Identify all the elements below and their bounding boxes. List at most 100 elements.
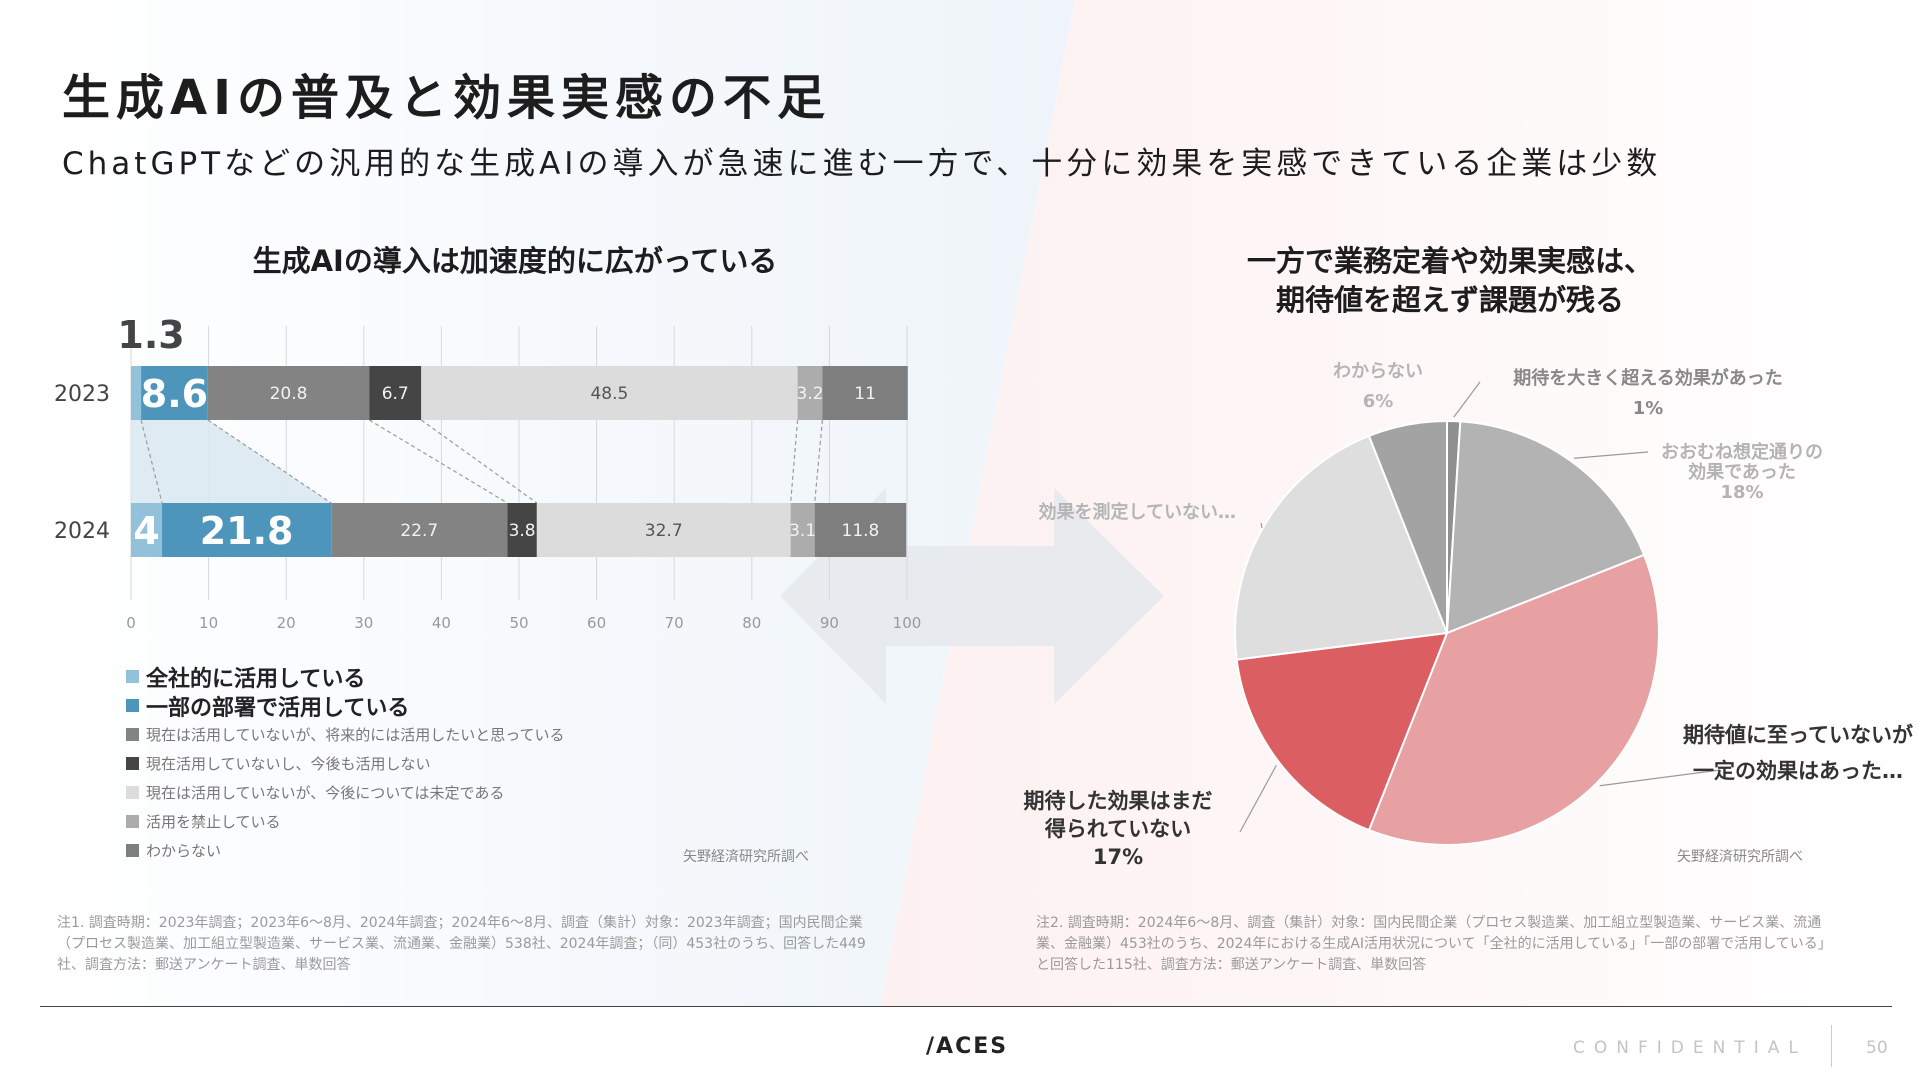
data-label: 6.7 [382, 384, 409, 404]
pie-leader-line [1599, 769, 1721, 787]
bar-segment [507, 503, 537, 557]
legend-label: 現在は活用していないが、今後については未定である [146, 784, 505, 802]
x-tick-label: 20 [277, 614, 296, 632]
footer-divider [40, 1006, 1892, 1007]
pie-leader-line [1453, 381, 1481, 418]
pie-chart-source: 矢野経済研究所調べ [1677, 849, 1803, 865]
bar-segment [131, 366, 142, 420]
bar-segment [814, 503, 907, 557]
bar-segment [790, 503, 815, 557]
pie-leader-line [1573, 451, 1649, 459]
legend-label: わからない [146, 842, 222, 860]
data-label: 3.8 [509, 521, 536, 541]
legend-item: 一部の部署で活用している [126, 691, 565, 721]
bar-connector-line [420, 419, 538, 504]
aces-logo-text: ACES [936, 1034, 1009, 1059]
data-label: 11.8 [842, 521, 880, 541]
legend-label: 現在は活用していないが、将来的には活用したいと思っている [146, 726, 565, 744]
aces-logo-mark: / [926, 1034, 937, 1059]
x-tick-label: 10 [199, 614, 218, 632]
legend-label: 現在活用していないし、今後も活用しない [146, 755, 431, 773]
pie-slice-label: 効果であった [1688, 461, 1796, 483]
x-tick-label: 60 [587, 614, 606, 632]
pie-slice [1235, 631, 1449, 832]
bar-segment [822, 366, 908, 420]
x-tick-label: 40 [432, 614, 451, 632]
bar-segment [331, 503, 508, 557]
data-label: 4 [133, 509, 159, 553]
data-label: 3.1 [789, 521, 816, 541]
legend-swatch [126, 699, 139, 712]
legend-swatch [126, 786, 139, 799]
pie-slice [1445, 420, 1646, 635]
bar-segment [207, 366, 370, 420]
category-label-2024: 2024 [54, 519, 110, 544]
pie-slice-label: 期待を大きく超える効果があった [1513, 367, 1782, 389]
legend-item: 現在は活用していないが、今後については未定である [126, 778, 565, 807]
legend-swatch [126, 670, 139, 683]
pie-chart-title-line-1: 一方で業務定着や効果実感は、 [1246, 244, 1653, 278]
pie-leader-line [1239, 765, 1277, 833]
pie-slice-label: 17% [1093, 845, 1143, 869]
aces-logo: /ACES [926, 1034, 1008, 1059]
pie-slice-label: 得られていない [1044, 817, 1191, 841]
legend-swatch [126, 757, 139, 770]
legend-label: 一部の部署で活用している [146, 695, 410, 721]
pie-slice-label: おおむね想定通りの [1661, 441, 1823, 463]
bar-segment [131, 503, 163, 557]
x-tick-label: 80 [742, 614, 761, 632]
data-label: 11 [854, 384, 876, 404]
bar-chart-legend: 全社的に活用している一部の部署で活用している現在は活用していないが、将来的には活… [126, 662, 565, 865]
x-tick-label: 90 [820, 614, 839, 632]
survey-note-2: 注2. 調査時期：2024年6〜8月、調査（集計）対象：国内民間企業（プロセス製… [1036, 915, 1832, 973]
bar-connector-line [140, 419, 163, 504]
pie-slice-label: 期待値に至っていないが [1683, 723, 1913, 747]
bar-segment [369, 366, 422, 420]
legend-swatch [126, 728, 139, 741]
bar-segment [162, 503, 332, 557]
bar-segment [536, 503, 791, 557]
pie-slice-label: 6% [1363, 391, 1394, 412]
x-tick-label: 30 [354, 614, 373, 632]
legend-item: わからない [126, 836, 565, 865]
pie-leader-line [1260, 522, 1263, 529]
data-label: 1.3 [117, 313, 184, 357]
data-label: 21.8 [200, 509, 294, 553]
bar-segment [797, 366, 823, 420]
legend-item: 現在は活用していないが、将来的には活用したいと思っている [126, 720, 565, 749]
confidential-label: CONFIDENTIAL [1573, 1038, 1807, 1058]
x-tick-label: 50 [509, 614, 528, 632]
adoption-growth-band [131, 420, 332, 503]
bar-connector-line [368, 419, 508, 504]
pie-slice [1234, 434, 1449, 661]
pie-slice [1367, 419, 1448, 634]
legend-swatch [126, 844, 139, 857]
category-label-2023: 2023 [54, 382, 110, 407]
bar-chart-title: 生成AIの導入は加速度的に広がっている [252, 244, 778, 278]
legend-item: 活用を禁止している [126, 807, 565, 836]
page-number: 50 [1866, 1038, 1888, 1058]
pie-slice-label: 18% [1720, 482, 1763, 503]
data-label: 3.2 [796, 384, 823, 404]
legend-swatch [126, 815, 139, 828]
pie-slice-label: 期待した効果はまだ [1024, 789, 1213, 813]
legend-item: 全社的に活用している [126, 662, 565, 692]
x-tick-label: 100 [893, 614, 922, 632]
x-tick-label: 0 [126, 614, 136, 632]
data-label: 32.7 [645, 521, 683, 541]
bar-chart-source: 矢野経済研究所調べ [683, 849, 809, 865]
pie-chart-title-line-2: 期待値を超えず課題が残る [1275, 283, 1624, 317]
data-label: 8.6 [141, 372, 208, 416]
bar-segment [141, 366, 208, 420]
x-tick-label: 70 [665, 614, 684, 632]
data-label: 22.7 [400, 521, 438, 541]
slide-subtitle: ChatGPTなどの汎用的な生成AIの導入が急速に進む一方で、十分に効果を実感で… [62, 146, 1662, 182]
bar-segment [421, 366, 798, 420]
pie-slice [1367, 553, 1660, 846]
pie-slice-label: 効果を測定していない… [1039, 501, 1236, 523]
slide-title: 生成AIの普及と効果実感の不足 [62, 70, 832, 126]
legend-item: 現在活用していないし、今後も活用しない [126, 749, 565, 778]
pie-slice-label: 一定の効果はあった… [1693, 759, 1903, 783]
